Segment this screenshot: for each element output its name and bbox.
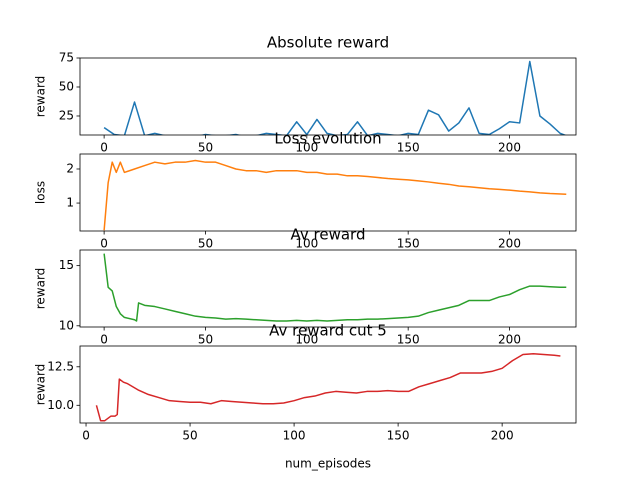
y-axis-label: reward (34, 268, 48, 310)
axes-frame (79, 153, 577, 232)
x-tick-label: 100 (295, 141, 318, 155)
x-tick-label: 200 (491, 429, 514, 443)
x-tick-label: 50 (182, 429, 197, 443)
data-line (103, 253, 567, 322)
y-axis-label: reward (34, 364, 48, 406)
y-axis-label: reward (34, 76, 48, 118)
y-axis-label: loss (34, 181, 48, 204)
y-tick-label: 10 (59, 318, 74, 332)
subplot-title: Absolute reward (267, 34, 389, 52)
y-tick-label: 25 (59, 108, 74, 122)
subplot-title: Av reward cut 5 (269, 322, 387, 340)
y-tick-label: 50 (59, 79, 74, 93)
subplot-title: Loss evolution (274, 130, 381, 148)
data-line (103, 159, 567, 231)
x-tick-label: 150 (397, 237, 420, 251)
x-tick-label: 50 (198, 237, 213, 251)
x-tick-label: 150 (397, 141, 420, 155)
x-tick-label: 100 (295, 333, 318, 347)
x-tick-label: 200 (498, 237, 521, 251)
data-line (95, 352, 561, 422)
x-tick-label: 100 (283, 429, 306, 443)
y-tick-label: 12.5 (47, 359, 74, 373)
y-tick-label: 2 (66, 161, 74, 175)
x-tick-label: 50 (198, 333, 213, 347)
x-tick-label: 200 (498, 333, 521, 347)
x-tick-label: 0 (82, 429, 90, 443)
x-tick-label: 0 (100, 237, 108, 251)
y-tick-label: 10.0 (47, 398, 74, 412)
y-tick-label: 1 (66, 196, 74, 210)
x-tick-label: 200 (498, 141, 521, 155)
x-axis-label: num_episodes (285, 457, 371, 471)
axes-frame (79, 345, 577, 424)
x-tick-label: 100 (295, 237, 318, 251)
subplot-title: Av reward (291, 226, 366, 244)
x-tick-label: 50 (198, 141, 213, 155)
data-line (103, 60, 567, 135)
y-tick-label: 15 (59, 258, 74, 272)
x-tick-label: 0 (100, 333, 108, 347)
y-tick-label: 75 (59, 51, 74, 65)
x-tick-label: 0 (100, 141, 108, 155)
axes-frame (79, 57, 577, 136)
axes-frame (79, 249, 577, 328)
x-tick-label: 150 (387, 429, 410, 443)
x-tick-label: 150 (397, 333, 420, 347)
